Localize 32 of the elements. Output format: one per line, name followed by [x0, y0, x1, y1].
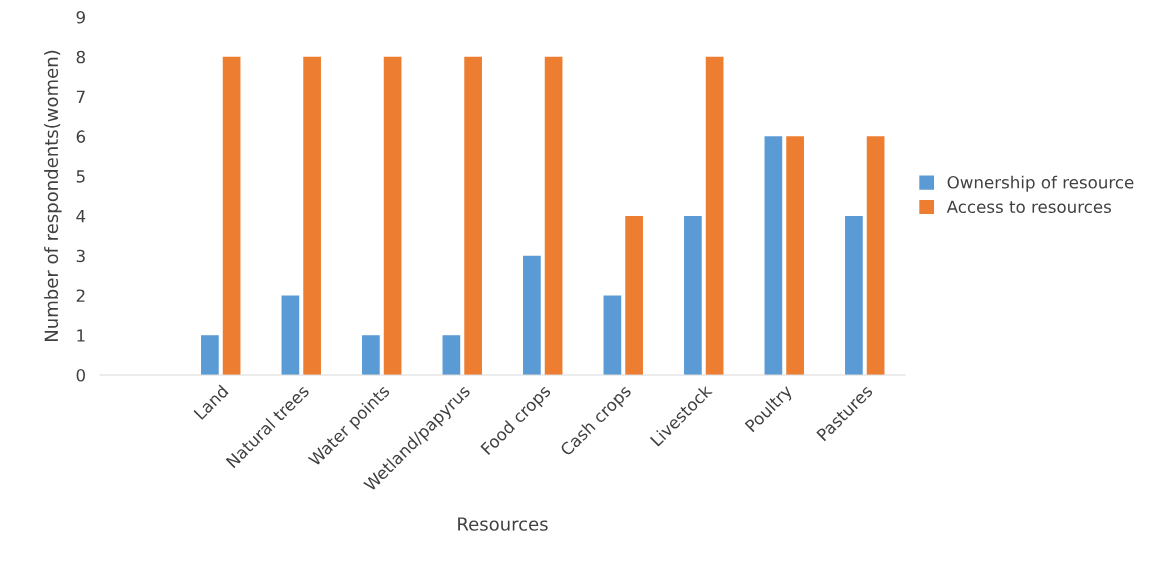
x-axis-title: Resources	[458, 517, 548, 531]
bar	[201, 335, 219, 375]
y-tick-label: 5	[76, 170, 85, 183]
bar	[523, 255, 541, 375]
y-tick-label: 0	[76, 368, 85, 382]
y-tick-label: 6	[76, 130, 86, 143]
bar	[442, 335, 461, 375]
y-tick-label: 9	[76, 10, 85, 24]
bar	[222, 56, 241, 375]
bar	[603, 295, 622, 375]
bar	[625, 215, 643, 375]
legend-label: Ownership of resource	[947, 175, 1134, 192]
bar	[464, 56, 482, 375]
bar	[764, 136, 783, 375]
bar	[281, 295, 300, 375]
y-tick-label: 3	[76, 249, 85, 263]
bar	[786, 136, 804, 375]
bar	[383, 56, 402, 375]
legend-label: Access to resources	[946, 200, 1111, 214]
bar	[705, 56, 724, 375]
y-axis-title: Number of respondents(women)	[44, 50, 62, 341]
y-tick-label: 1	[77, 329, 85, 342]
bar	[845, 215, 863, 375]
bar	[866, 136, 885, 375]
bar	[684, 215, 702, 375]
y-tick-label: 8	[76, 50, 85, 64]
y-tick-label: 2	[76, 289, 85, 302]
bar	[362, 335, 380, 375]
bar	[303, 56, 321, 375]
y-tick-label: 4	[76, 210, 86, 223]
y-tick-label: 7	[76, 90, 85, 103]
bar	[544, 56, 563, 375]
